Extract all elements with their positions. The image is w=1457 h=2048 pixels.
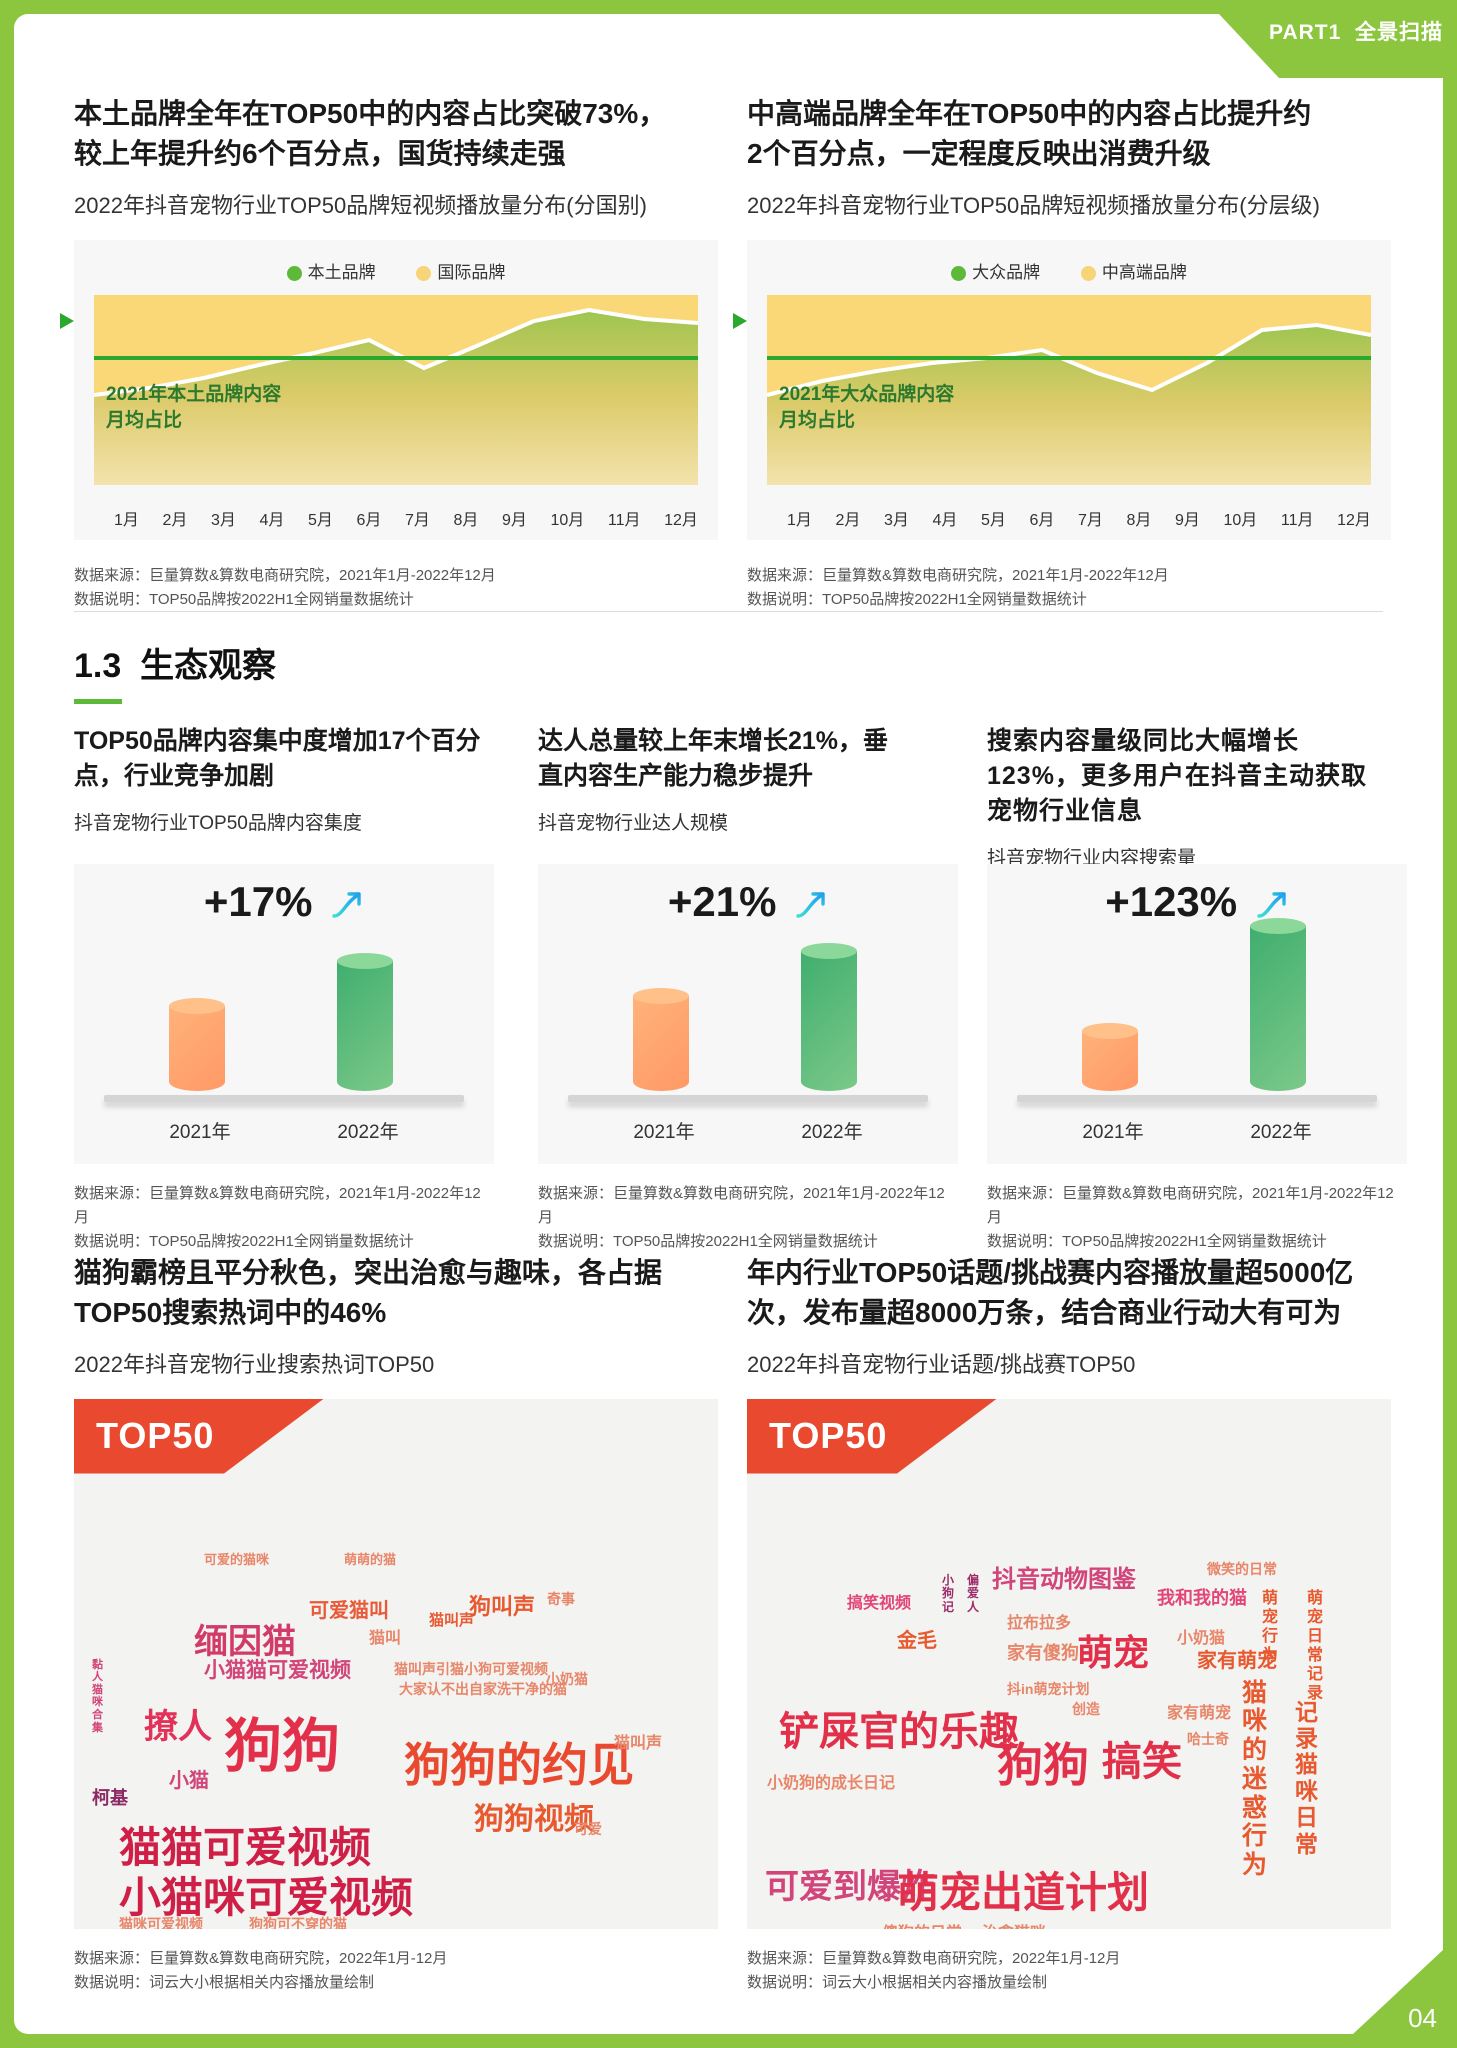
- svg-text:2021年大众品牌内容: 2021年大众品牌内容: [779, 382, 954, 405]
- svg-text:2021年本土品牌内容: 2021年本土品牌内容: [106, 382, 281, 405]
- svg-text:月均占比: 月均占比: [105, 408, 182, 431]
- svg-text:月均占比: 月均占比: [778, 408, 855, 431]
